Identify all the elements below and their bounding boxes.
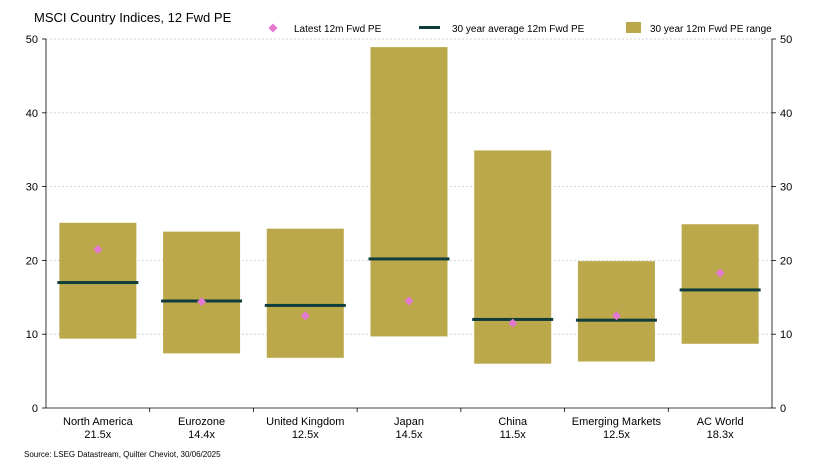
y-tick-label-right: 0 bbox=[780, 403, 786, 415]
legend-average-marker bbox=[419, 26, 440, 29]
y-tick-label-right: 10 bbox=[780, 329, 792, 341]
category-label: Emerging Markets bbox=[572, 416, 662, 428]
average-line bbox=[264, 303, 346, 307]
category-label: Eurozone bbox=[178, 416, 225, 428]
range-bar bbox=[681, 224, 759, 344]
y-tick-label-right: 30 bbox=[780, 182, 792, 194]
legend-latest-marker bbox=[268, 23, 278, 33]
y-tick-label-right: 50 bbox=[780, 34, 792, 46]
range-bar bbox=[163, 231, 241, 354]
category-label: Japan bbox=[394, 416, 424, 428]
latest-marker bbox=[197, 297, 207, 307]
latest-marker bbox=[715, 268, 725, 278]
average-line bbox=[368, 257, 450, 261]
latest-marker bbox=[300, 311, 310, 321]
category-label: AC World bbox=[697, 416, 744, 428]
legend-average-label: 30 year average 12m Fwd PE bbox=[452, 24, 585, 35]
range-bar bbox=[59, 222, 137, 339]
latest-marker bbox=[93, 244, 103, 254]
y-tick-label-left: 20 bbox=[26, 255, 38, 267]
range-bar bbox=[266, 228, 344, 358]
latest-value-label: 12.5x bbox=[603, 429, 630, 441]
latest-value-label: 11.5x bbox=[500, 429, 527, 441]
latest-value-label: 12.5x bbox=[292, 429, 319, 441]
legend-range-marker bbox=[626, 22, 641, 33]
category-label: North America bbox=[63, 416, 134, 428]
latest-value-label: 14.5x bbox=[396, 429, 423, 441]
latest-value-label: 18.3x bbox=[707, 429, 734, 441]
latest-value-label: 14.4x bbox=[188, 429, 215, 441]
y-tick-label-left: 50 bbox=[26, 34, 38, 46]
legend: Latest 12m Fwd PE 30 year average 12m Fw… bbox=[268, 22, 772, 35]
latest-marker bbox=[508, 318, 518, 328]
y-tick-label-right: 40 bbox=[780, 108, 792, 120]
range-bar bbox=[474, 150, 552, 364]
latest-marker bbox=[404, 296, 414, 306]
category-label: China bbox=[498, 416, 528, 428]
source-note: Source: LSEG Datastream, Quilter Cheviot… bbox=[24, 450, 221, 459]
y-tick-label-right: 20 bbox=[780, 255, 792, 267]
y-tick-label-left: 30 bbox=[26, 182, 38, 194]
y-tick-label-left: 0 bbox=[32, 403, 38, 415]
legend-latest-label: Latest 12m Fwd PE bbox=[294, 24, 382, 35]
y-tick-label-left: 40 bbox=[26, 108, 38, 120]
range-bar bbox=[370, 47, 448, 337]
average-line bbox=[57, 281, 139, 285]
chart-title: MSCI Country Indices, 12 Fwd PE bbox=[34, 10, 232, 25]
legend-range-label: 30 year 12m Fwd PE range bbox=[650, 24, 772, 35]
average-line bbox=[679, 288, 761, 292]
latest-value-label: 21.5x bbox=[84, 429, 111, 441]
y-tick-label-left: 10 bbox=[26, 329, 38, 341]
latest-marker bbox=[611, 311, 621, 321]
category-label: United Kingdom bbox=[266, 416, 344, 428]
